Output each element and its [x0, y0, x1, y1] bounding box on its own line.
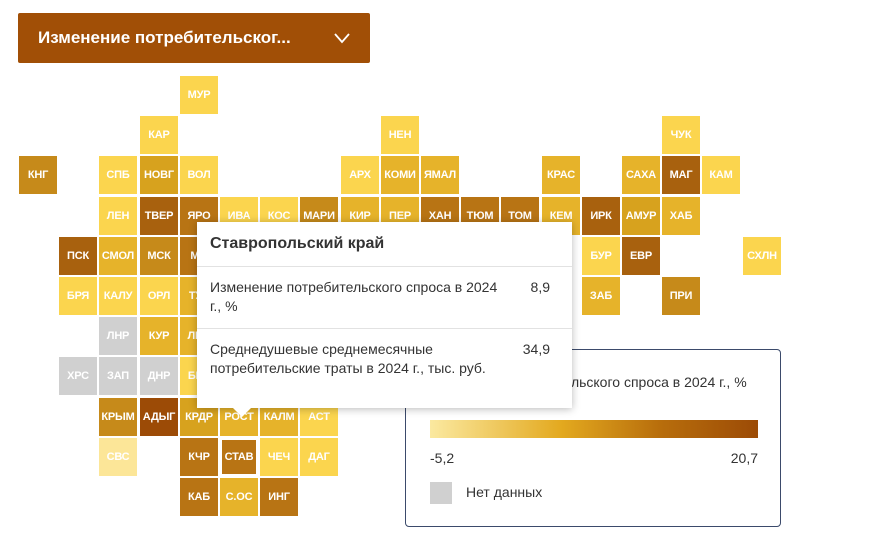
region-cell[interactable]: КЧР	[180, 438, 218, 476]
region-cell[interactable]: ЗАБ	[582, 277, 620, 315]
region-cell[interactable]: НЕН	[381, 116, 419, 154]
region-cell[interactable]: МСК	[140, 237, 178, 275]
region-cell[interactable]: ИРК	[582, 197, 620, 235]
region-cell[interactable]: КАМ	[702, 156, 740, 194]
region-cell[interactable]: КАБ	[180, 478, 218, 516]
region-cell[interactable]: ХРС	[59, 357, 97, 395]
legend-gradient-bar	[430, 420, 758, 438]
region-cell[interactable]: С.ОС	[220, 478, 258, 516]
region-cell[interactable]: ВОЛ	[180, 156, 218, 194]
region-cell[interactable]: ЕВР	[622, 237, 660, 275]
region-cell[interactable]: ТВЕР	[140, 197, 178, 235]
region-cell[interactable]: АМУР	[622, 197, 660, 235]
region-cell[interactable]: СВС	[99, 438, 137, 476]
region-cell[interactable]: КАЛУ	[99, 277, 137, 315]
tooltip-pointer	[232, 407, 252, 417]
tooltip-row-value: 34,9	[522, 341, 550, 357]
legend-min-value: -5,2	[430, 450, 455, 466]
region-cell[interactable]: ЛНР	[99, 317, 137, 355]
tooltip-row: Среднедушевые среднемесячные потребитель…	[210, 340, 550, 378]
region-cell[interactable]: ЧУК	[662, 116, 700, 154]
region-cell[interactable]: СПБ	[99, 156, 137, 194]
region-cell[interactable]: МАГ	[662, 156, 700, 194]
region-cell[interactable]: МАРИ	[300, 197, 338, 235]
region-cell[interactable]: ЗАП	[99, 357, 137, 395]
tooltip-title: Ставропольский край	[210, 235, 385, 252]
region-cell[interactable]: ОРЛ	[140, 277, 178, 315]
region-cell[interactable]: ХАБ	[662, 197, 700, 235]
region-cell[interactable]: СМОЛ	[99, 237, 137, 275]
indicator-dropdown[interactable]: Изменение потребительског...	[18, 13, 370, 63]
region-cell[interactable]: КРАС	[542, 156, 580, 194]
region-cell[interactable]: СХЛН	[743, 237, 781, 275]
region-tooltip: Ставропольский край Изменение потребител…	[197, 222, 572, 417]
region-cell[interactable]: ЯМАЛ	[421, 156, 459, 194]
tooltip-row-name: Среднедушевые среднемесячные потребитель…	[210, 341, 486, 376]
region-cell[interactable]: БУР	[582, 237, 620, 275]
region-cell[interactable]: ЧЕЧ	[260, 438, 298, 476]
region-cell[interactable]: ДНР	[140, 357, 178, 395]
tooltip-row-name: Изменение потребительского спроса в 2024…	[210, 279, 498, 314]
region-cell[interactable]: НОВГ	[140, 156, 178, 194]
region-cell[interactable]: САХА	[622, 156, 660, 194]
region-cell[interactable]: ДАГ	[300, 438, 338, 476]
region-cell[interactable]: СТАВ	[220, 438, 258, 476]
region-cell[interactable]: МУР	[180, 76, 218, 114]
region-cell[interactable]: БРЯ	[59, 277, 97, 315]
region-cell[interactable]: КАР	[140, 116, 178, 154]
legend-no-data-label: Нет данных	[466, 484, 543, 500]
chevron-down-icon	[334, 33, 350, 44]
region-cell[interactable]: КРЫМ	[99, 398, 137, 436]
tooltip-row-value: 8,9	[530, 279, 550, 295]
region-cell[interactable]: АРХ	[341, 156, 379, 194]
region-cell[interactable]: ЛЕН	[99, 197, 137, 235]
region-cell[interactable]: КУР	[140, 317, 178, 355]
legend-max-value: 20,7	[730, 450, 758, 466]
region-cell[interactable]: ПСК	[59, 237, 97, 275]
region-cell[interactable]: КОМИ	[381, 156, 419, 194]
region-cell[interactable]: АДЫГ	[140, 398, 178, 436]
tooltip-divider	[197, 266, 572, 267]
region-cell[interactable]: ПРИ	[662, 277, 700, 315]
legend-no-data-swatch	[430, 482, 452, 504]
indicator-dropdown-label: Изменение потребительског...	[38, 28, 291, 47]
region-cell[interactable]: КНГ	[19, 156, 57, 194]
region-cell[interactable]: ИНГ	[260, 478, 298, 516]
tooltip-divider	[197, 328, 572, 329]
tooltip-row: Изменение потребительского спроса в 2024…	[210, 278, 550, 316]
